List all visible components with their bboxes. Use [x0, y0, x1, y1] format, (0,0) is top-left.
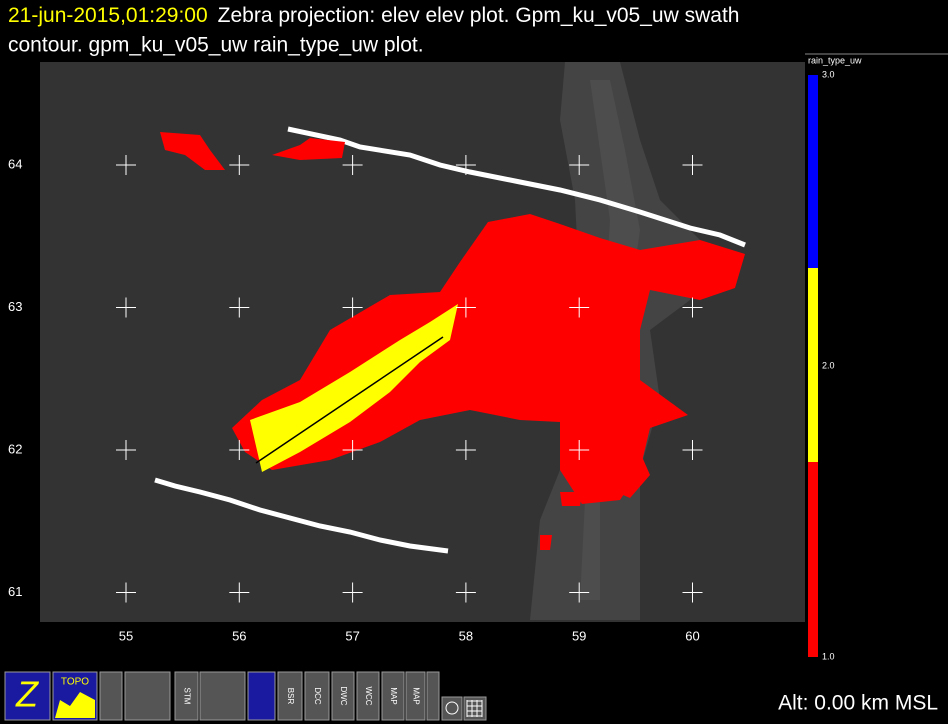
button-label: WCC	[364, 686, 373, 705]
toolbar-button[interactable]	[331, 671, 355, 721]
title-text: Zebra projection: elev elev plot. Gpm_ku…	[218, 4, 740, 27]
cross-section-line	[255, 336, 444, 464]
toolbar-button[interactable]	[304, 671, 330, 721]
button-label: MAP	[411, 687, 420, 704]
rain-stratiform	[272, 138, 345, 160]
button-grid[interactable]	[463, 696, 487, 721]
button-circle[interactable]	[441, 696, 463, 721]
toolbar-button[interactable]	[277, 671, 303, 721]
colorbar-label: rain_type_uw	[808, 55, 862, 65]
color-yellow	[808, 268, 818, 462]
button-label: DCC	[313, 687, 322, 705]
button-label: DWC	[339, 686, 348, 705]
toolbar: Z TOPO STM BSR DCC DWC WCC MAP MAP	[4, 671, 487, 721]
x-label: 58	[459, 628, 473, 643]
map-plot	[40, 62, 805, 622]
y-label: 61	[8, 584, 22, 599]
swath-edge	[154, 477, 449, 554]
x-label: 56	[232, 628, 246, 643]
rain-convective	[250, 304, 458, 472]
rain-stratiform	[560, 492, 582, 506]
swath-edge	[287, 126, 746, 248]
colorbar-tick: 1.0	[822, 651, 835, 661]
rain-stratiform	[540, 535, 552, 550]
time: 21-jun-2015,01:29:00	[8, 4, 208, 27]
button-label: STM	[182, 688, 191, 705]
rain-stratiform	[232, 214, 745, 504]
toolbar-button[interactable]	[381, 671, 405, 721]
title-line-1: 21-jun-2015,01:29:00 Zebra projection: el…	[8, 4, 739, 27]
toolbar-button[interactable]	[199, 671, 246, 721]
toolbar-button[interactable]	[124, 671, 171, 721]
topo-icon	[55, 692, 95, 718]
color-red	[808, 462, 818, 657]
x-label: 60	[685, 628, 699, 643]
colorbar-tick: 2.0	[822, 360, 835, 370]
toolbar-button[interactable]	[405, 671, 426, 721]
toolbar-button[interactable]	[426, 671, 440, 721]
x-label: 59	[572, 628, 586, 643]
rain-stratiform	[160, 132, 225, 170]
color-blue	[808, 75, 818, 268]
status: Alt: 0.00 km MSL	[778, 692, 938, 715]
toolbar-button[interactable]	[356, 671, 380, 721]
x-label: 57	[345, 628, 359, 643]
y-label: 64	[8, 156, 22, 171]
rain-stratiform	[598, 452, 650, 498]
button-label: TOPO	[61, 677, 89, 688]
button-label: MAP	[389, 687, 398, 704]
button-zebra[interactable]	[4, 671, 51, 721]
colorbar-tick: 3.0	[822, 69, 835, 79]
colorbar: rain_type_uw	[805, 53, 948, 657]
x-label: 55	[119, 628, 133, 643]
zebra-logo: Z	[15, 674, 39, 715]
toolbar-button[interactable]	[174, 671, 199, 721]
toolbar-button[interactable]	[99, 671, 123, 721]
y-label: 63	[8, 299, 22, 314]
circle-icon	[445, 701, 459, 715]
title-line-2: contour. gpm_ku_v05_uw rain_type_uw plot…	[8, 34, 424, 57]
button-label: BSR	[286, 688, 295, 705]
y-label: 62	[8, 441, 22, 456]
toolbar-button[interactable]	[247, 671, 276, 721]
